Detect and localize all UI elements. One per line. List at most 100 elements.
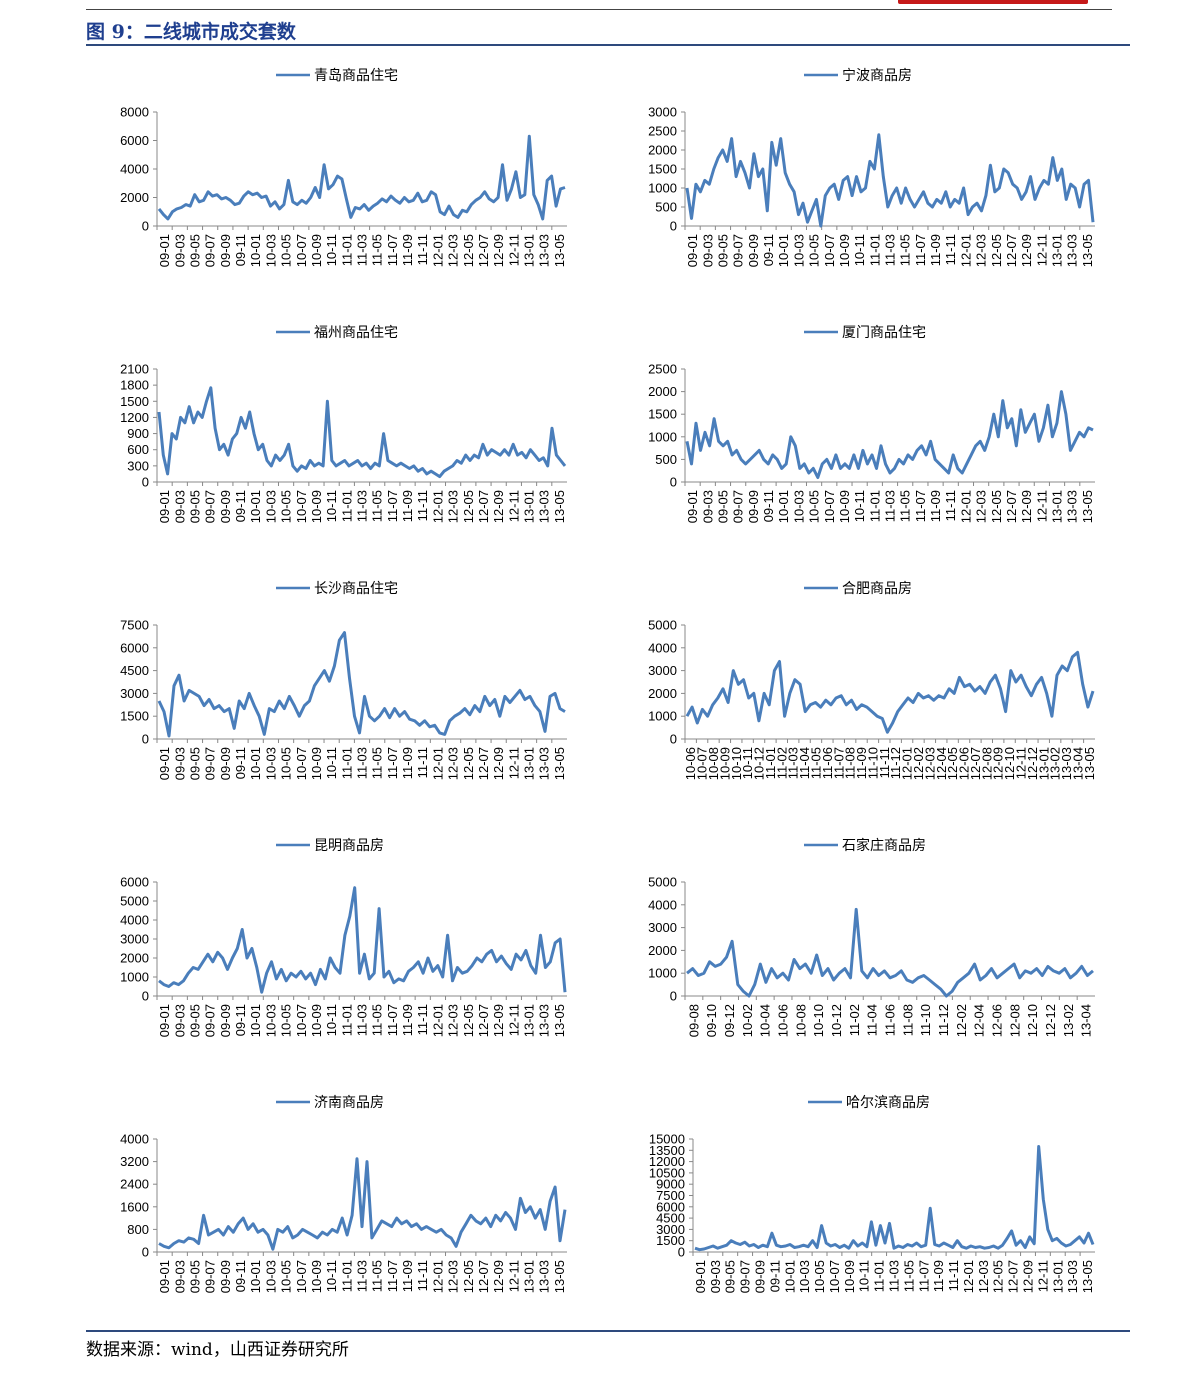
x-tick-label: 10-09 [717,747,732,780]
x-tick-label: 09-07 [731,234,746,267]
x-tick-label: 13-01 [1036,747,1051,780]
x-tick-label: 13-02 [1048,747,1063,780]
x-tick-label: 11-05 [370,1260,385,1292]
series-line [686,907,1094,998]
x-tick-label: 13-03 [537,1260,552,1293]
x-tick-label: 10-01 [248,747,263,780]
x-tick-label: 11-11 [415,1004,430,1035]
header-rule [86,0,1112,10]
y-tick-label: 3000 [648,920,677,935]
y-tick-label: 1800 [120,378,149,393]
x-tick-label: 10-05 [279,234,294,267]
x-tick-label: 12-04 [934,747,949,780]
y-tick-label: 7500 [656,1188,685,1203]
x-tick-label: 10-03 [791,234,806,267]
x-tick-label: 09-09 [218,1004,233,1037]
x-tick-label: 12-11 [506,747,521,779]
series-line [685,650,1095,734]
x-tick-label: 09-11 [233,1260,248,1292]
y-tick-label: 2000 [648,384,677,399]
x-tick-label: 13-05 [552,747,567,780]
x-tick-label: 11-01 [872,1260,887,1292]
y-tick-label: 4000 [648,640,677,655]
x-tick-label: 10-03 [263,1260,278,1293]
x-tick-label: 12-11 [1035,1260,1050,1292]
x-tick-label: 09-03 [708,1260,723,1293]
x-tick-label: 11-10 [918,1004,933,1036]
x-tick-label: 13-05 [552,490,567,523]
x-tick-label: 13-05 [1080,1260,1095,1293]
y-tick-label: 2000 [120,190,149,205]
y-tick-label: 4500 [656,1211,685,1226]
x-tick-label: 11-01 [763,747,778,779]
x-tick-label: 12-11 [506,1260,521,1292]
x-tick-label: 12-03 [922,747,937,780]
x-tick-label: 12-03 [446,747,461,780]
x-tick-label: 11-05 [898,490,913,522]
series-line [158,1157,567,1251]
y-tick-label: 6000 [656,1199,685,1214]
y-tick-label: 1000 [648,709,677,724]
x-tick-label: 09-07 [203,490,218,523]
x-tick-label: 10-11 [852,490,867,522]
x-tick-label: 11-09 [931,1260,946,1292]
x-tick-label: 11-03 [786,747,801,779]
x-tick-label: 12-01 [961,1260,976,1293]
chart-7: 昆明商品房 6000 5000 4000 3000 2000 1000 0 09-01 09-03… [120,838,567,1037]
x-tick-label: 10-06 [683,747,698,780]
chart-6: 合肥商品房50004000300020001000010-0610-0710-0… [648,581,1097,780]
x-tick-label: 10-11 [852,234,867,266]
x-tick-label: 12-05 [461,234,476,267]
y-tick-label: 2100 [120,362,149,377]
x-tick-label: 11-05 [370,1004,385,1036]
x-tick-label: 09-11 [761,490,776,522]
x-tick-label: 11-08 [843,747,858,779]
x-tick-label: 10-07 [294,234,309,267]
x-tick-label: 13-05 [1080,490,1095,523]
x-tick-label: 09-05 [187,1260,202,1293]
chart-9: 济南商品房 4000 3200 2400 1600 800 0 09-01 09-03 09-05… [120,1095,567,1293]
x-tick-label: 11-06 [883,1004,898,1036]
y-tick-label: 900 [127,426,149,441]
y-tick-label: 2500 [648,124,677,139]
x-tick-label: 13-01 [522,747,537,780]
series-line [157,631,566,738]
x-tick-label: 10-07 [294,490,309,523]
x-tick-label: 12-05 [461,1004,476,1037]
x-tick-label: 10-03 [797,1260,812,1293]
y-tick-label: 0 [670,475,677,490]
x-tick-label: 11-07 [385,747,400,779]
y-tick-label: 1500 [120,709,149,724]
x-tick-label: 10-12 [829,1004,844,1037]
y-tick-label: 0 [670,732,677,747]
x-tick-label: 09-09 [218,234,233,267]
x-tick-label: 09-03 [700,234,715,267]
x-tick-label: 11-09 [854,747,869,779]
x-tick-label: 10-07 [294,1260,309,1293]
y-tick-label: 5000 [648,875,677,890]
legend-label: 福州商品住宅 [314,325,398,341]
legend-label: 宁波商品房 [842,67,912,84]
x-tick-label: 12-03 [446,1004,461,1037]
x-tick-label: 09-01 [157,490,172,523]
x-tick-label: 13-03 [1059,747,1074,780]
y-tick-label: 1500 [648,407,677,422]
y-tick-label: 0 [142,475,149,490]
x-tick-label: 12-10 [1002,747,1017,780]
x-tick-label: 12-07 [476,747,491,780]
series-line [157,134,566,221]
y-tick-label: 15000 [649,1132,685,1147]
x-tick-label: 13-03 [1065,490,1080,523]
x-tick-label: 09-05 [187,1004,202,1037]
x-tick-label: 09-03 [172,234,187,267]
x-tick-label: 11-09 [928,490,943,522]
x-tick-label: 09-11 [233,234,248,266]
y-tick-label: 2000 [120,951,149,966]
y-tick-label: 1500 [656,1233,685,1248]
x-tick-label: 12-07 [476,490,491,523]
x-tick-label: 10-01 [776,490,791,523]
x-tick-label: 12-05 [989,234,1004,267]
x-tick-label: 10-07 [822,234,837,267]
x-tick-label: 09-05 [715,490,730,523]
y-tick-label: 8000 [120,105,149,120]
